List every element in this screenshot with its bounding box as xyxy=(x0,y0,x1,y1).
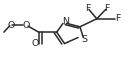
Text: O: O xyxy=(32,39,39,48)
Text: O: O xyxy=(22,21,30,30)
Text: S: S xyxy=(82,35,87,44)
Text: N: N xyxy=(62,17,69,26)
Text: O: O xyxy=(8,21,15,30)
Text: F: F xyxy=(115,14,120,23)
Text: F: F xyxy=(104,4,110,13)
Text: F: F xyxy=(85,4,90,13)
